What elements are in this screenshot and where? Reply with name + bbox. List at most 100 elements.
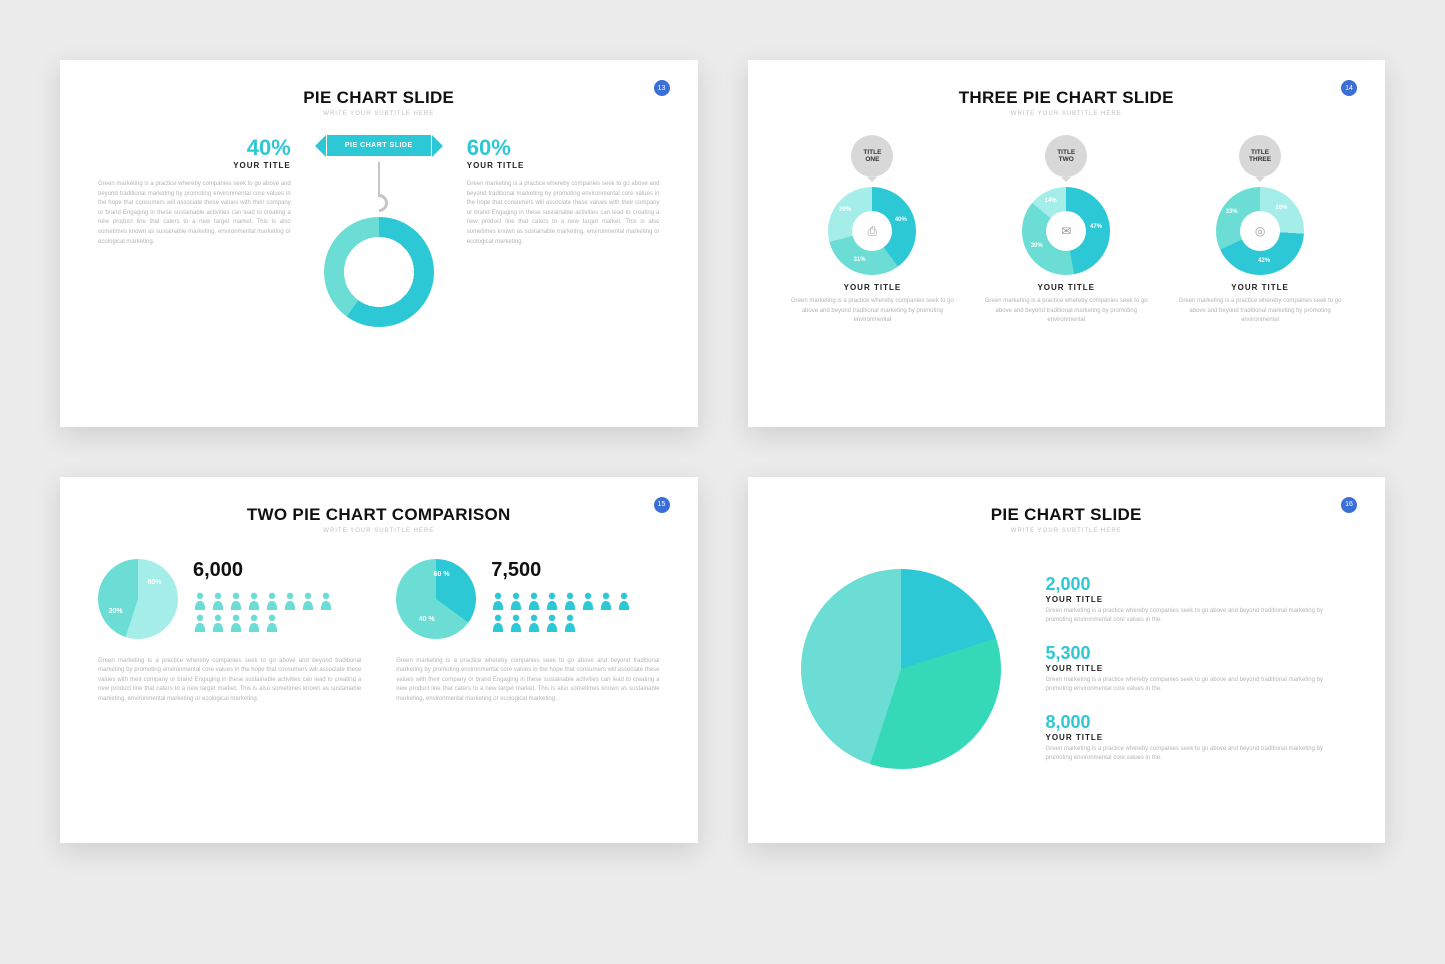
left-title: YOUR TITLE — [98, 161, 291, 170]
stat-block: 5,300YOUR TITLE Green marketing is a prac… — [1046, 643, 1348, 694]
chart-title: YOUR TITLE — [786, 283, 960, 292]
slide-grid: 13 PIE CHART SLIDE WRITE YOUR SUBTITLE H… — [60, 60, 1385, 843]
slice-label: 29% — [839, 207, 851, 213]
person-icon — [229, 592, 243, 610]
person-icon — [283, 592, 297, 610]
person-icon — [599, 592, 613, 610]
person-icon — [211, 614, 225, 632]
person-icon — [509, 614, 523, 632]
right-column: 60% YOUR TITLE Green marketing is a prac… — [467, 135, 660, 247]
page-badge: 14 — [1341, 80, 1357, 96]
stat-title: YOUR TITLE — [1046, 664, 1348, 673]
donut-center-icon: ✉ — [1046, 211, 1086, 251]
stat-number: 6,000 — [193, 559, 361, 582]
pie-chart: 80% 20% — [98, 559, 178, 639]
comparison-row: 80% 20% 6,000 Green marketing is a practice… — [98, 559, 660, 705]
slide-subtitle: WRITE YOUR SUBTITLE HERE — [98, 111, 660, 117]
donut-chart: ✉47%39%14% — [1022, 187, 1110, 275]
slide-15: 15 TWO PIE CHART COMPARISON WRITE YOUR S… — [60, 477, 698, 844]
person-icon — [247, 614, 261, 632]
stat-number: 5,300 — [1046, 643, 1348, 664]
donut-chart: ⎙40% 31% 29% — [828, 187, 916, 275]
slide-16: 16 PIE CHART SLIDE WRITE YOUR SUBTITLE H… — [748, 477, 1386, 844]
person-icon — [193, 592, 207, 610]
slide-title: PIE CHART SLIDE — [786, 505, 1348, 525]
person-icon — [509, 592, 523, 610]
crane-hook-icon — [366, 190, 391, 215]
title-bubble: TITLETHREE — [1239, 135, 1281, 177]
right-pct: 60% — [467, 135, 660, 161]
crane-line — [378, 162, 380, 197]
person-icon — [265, 592, 279, 610]
comparison-column: 80% 20% 6,000 Green marketing is a practice… — [98, 559, 361, 705]
stat-block: 2,000YOUR TITLE Green marketing is a prac… — [1046, 574, 1348, 625]
chart-title: YOUR TITLE — [1173, 283, 1347, 292]
person-icon — [545, 592, 559, 610]
stat-desc: Green marketing is a practice whereby co… — [1046, 607, 1348, 625]
person-icon — [617, 592, 631, 610]
left-text: Green marketing is a practice whereby co… — [98, 180, 291, 247]
stat-title: YOUR TITLE — [1046, 733, 1348, 742]
person-icon — [229, 614, 243, 632]
slide-subtitle: WRITE YOUR SUBTITLE HERE — [786, 111, 1348, 117]
stat-desc: Green marketing is a practice whereby co… — [1046, 676, 1348, 694]
chart-text: Green marketing is a practice whereby co… — [1173, 297, 1347, 326]
person-icon — [247, 592, 261, 610]
left-pct: 40% — [98, 135, 291, 161]
slice-label: 31% — [854, 257, 866, 263]
slice-label: 80% — [147, 579, 161, 586]
slice-label: 40% — [895, 217, 907, 223]
title-bubble: TITLETWO — [1045, 135, 1087, 177]
person-icon — [265, 614, 279, 632]
right-text: Green marketing is a practice whereby co… — [467, 180, 660, 247]
stats-column: 2,000YOUR TITLEGreen marketing is a prac… — [1046, 574, 1348, 763]
slice-label: 14% — [1045, 198, 1057, 204]
donut-center-icon: ◎ — [1240, 211, 1280, 251]
person-icon — [527, 592, 541, 610]
chart-title: YOUR TITLE — [979, 283, 1153, 292]
stat-desc: Green marketing is a practice whereby co… — [1046, 745, 1348, 763]
person-icon — [193, 614, 207, 632]
slide-title: TWO PIE CHART COMPARISON — [98, 505, 660, 525]
stat-number: 2,000 — [1046, 574, 1348, 595]
stat-number: 8,000 — [1046, 712, 1348, 733]
slice-label: 47% — [1090, 224, 1102, 230]
big-pie-chart — [801, 569, 1001, 769]
chart-column: TITLEONE⎙40%31%29%YOUR TITLEGreen market… — [786, 135, 960, 326]
three-charts-row: TITLEONE⎙40%31%29%YOUR TITLEGreen market… — [786, 135, 1348, 326]
person-icon — [491, 614, 505, 632]
person-icon — [563, 614, 577, 632]
person-icon — [301, 592, 315, 610]
banner: PIE CHART SLIDE — [327, 135, 431, 156]
chart-text: Green marketing is a practice whereby co… — [786, 297, 960, 326]
slice-label: 42% — [1258, 258, 1270, 264]
stat-number: 7,500 — [491, 559, 659, 582]
person-icon — [211, 592, 225, 610]
donut-chart — [324, 217, 434, 327]
stat-title: YOUR TITLE — [1046, 595, 1348, 604]
column-text: Green marketing is a practice whereby co… — [98, 657, 361, 705]
person-icon — [319, 592, 333, 610]
stat-block: 8,000YOUR TITLE Green marketing is a prac… — [1046, 712, 1348, 763]
left-column: 40% YOUR TITLE Green marketing is a prac… — [98, 135, 291, 247]
person-icon — [545, 614, 559, 632]
slide-subtitle: WRITE YOUR SUBTITLE HERE — [786, 528, 1348, 534]
slide-title: THREE PIE CHART SLIDE — [786, 88, 1348, 108]
people-icons — [193, 592, 333, 632]
person-icon — [527, 614, 541, 632]
chart-column: TITLETHREE ◎26%42%33% YOUR TITLE Green mark… — [1173, 135, 1347, 326]
donut-center-icon: ⎙ — [852, 211, 892, 251]
big-pie-wrap — [786, 554, 1016, 784]
page-badge: 15 — [654, 497, 670, 513]
right-title: YOUR TITLE — [467, 161, 660, 170]
column-text: Green marketing is a practice whereby co… — [396, 657, 659, 705]
slice-label: 40 % — [419, 616, 435, 623]
slide-subtitle: WRITE YOUR SUBTITLE HERE — [98, 528, 660, 534]
person-icon — [563, 592, 577, 610]
page-badge: 16 — [1341, 497, 1357, 513]
donut-chart: ◎26%42%33% — [1216, 187, 1304, 275]
people-icons — [491, 592, 631, 632]
slice-label: 20% — [109, 608, 123, 615]
crane-donut: PIE CHART SLIDE — [309, 135, 449, 327]
pie-chart: 60 %40 % — [396, 559, 476, 639]
